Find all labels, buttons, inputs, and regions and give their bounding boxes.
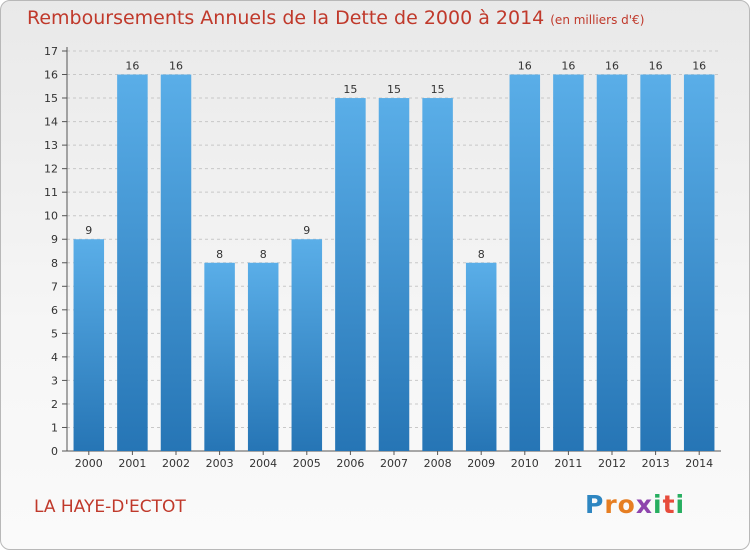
data-label: 8 <box>478 248 485 261</box>
y-tick-label: 1 <box>51 421 58 434</box>
logo-letter: r <box>604 490 618 519</box>
data-label: 9 <box>303 224 310 237</box>
x-tick-label: 2009 <box>467 457 495 470</box>
x-tick-label: 2014 <box>685 457 713 470</box>
x-tick-label: 2003 <box>206 457 234 470</box>
data-label: 15 <box>343 83 357 96</box>
logo-letter: x <box>635 490 653 519</box>
chart-title: Remboursements Annuels de la Dette de 20… <box>27 7 644 29</box>
data-label: 9 <box>85 224 92 237</box>
data-label: 8 <box>260 248 267 261</box>
y-tick-label: 6 <box>51 304 58 317</box>
x-tick-label: 2013 <box>642 457 670 470</box>
y-tick-label: 11 <box>44 186 58 199</box>
bar <box>291 239 323 451</box>
y-tick-label: 5 <box>51 327 58 340</box>
y-tick-label: 8 <box>51 257 58 270</box>
data-label: 16 <box>561 60 575 73</box>
y-tick-label: 9 <box>51 233 58 246</box>
bar <box>378 98 410 451</box>
y-tick-label: 4 <box>51 351 58 364</box>
logo-letter: P <box>585 490 605 519</box>
y-tick-label: 7 <box>51 280 58 293</box>
logo-letter: i <box>653 490 663 519</box>
bar <box>683 74 715 451</box>
bar <box>465 262 497 451</box>
x-tick-label: 2012 <box>598 457 626 470</box>
logo-letter: t <box>662 490 676 519</box>
y-tick-label: 17 <box>44 45 58 58</box>
data-label: 16 <box>692 60 706 73</box>
x-tick-label: 2001 <box>118 457 146 470</box>
bar <box>73 239 105 451</box>
x-tick-label: 2010 <box>511 457 539 470</box>
y-tick-label: 15 <box>44 92 58 105</box>
proxiti-logo: Proxiti <box>585 490 685 519</box>
chart-unit: (en milliers d'€) <box>550 13 645 27</box>
x-tick-label: 2005 <box>293 457 321 470</box>
logo-letter: i <box>675 490 686 519</box>
data-label: 15 <box>387 83 401 96</box>
bar <box>422 98 453 451</box>
y-tick-label: 14 <box>44 116 58 129</box>
x-tick-label: 2006 <box>336 457 364 470</box>
logo-letter: o <box>617 490 636 519</box>
data-label: 16 <box>125 60 139 73</box>
bar <box>117 74 148 451</box>
x-tick-label: 2000 <box>75 457 103 470</box>
x-tick-label: 2004 <box>249 457 277 470</box>
bar <box>553 74 584 451</box>
bar <box>247 262 279 451</box>
x-tick-label: 2011 <box>554 457 582 470</box>
y-tick-label: 10 <box>44 210 58 223</box>
data-label: 16 <box>518 60 532 73</box>
y-tick-label: 2 <box>51 398 58 411</box>
y-tick-label: 3 <box>51 374 58 387</box>
bar <box>160 74 192 451</box>
bar <box>596 74 628 451</box>
data-label: 16 <box>169 60 183 73</box>
y-tick-label: 12 <box>44 163 58 176</box>
chart-title-text: Remboursements Annuels de la Dette de 20… <box>27 7 545 29</box>
bar <box>640 74 671 451</box>
y-tick-label: 13 <box>44 139 58 152</box>
bar <box>204 262 235 451</box>
commune-name: LA HAYE-D'ECTOT <box>34 497 186 517</box>
data-label: 15 <box>431 83 445 96</box>
x-tick-label: 2007 <box>380 457 408 470</box>
data-label: 16 <box>649 60 663 73</box>
y-tick-label: 0 <box>51 445 58 458</box>
bar <box>335 98 366 451</box>
x-tick-label: 2002 <box>162 457 190 470</box>
data-label: 8 <box>216 248 223 261</box>
y-tick-label: 16 <box>44 69 58 82</box>
data-label: 16 <box>605 60 619 73</box>
x-tick-label: 2008 <box>424 457 452 470</box>
bar <box>509 74 541 451</box>
